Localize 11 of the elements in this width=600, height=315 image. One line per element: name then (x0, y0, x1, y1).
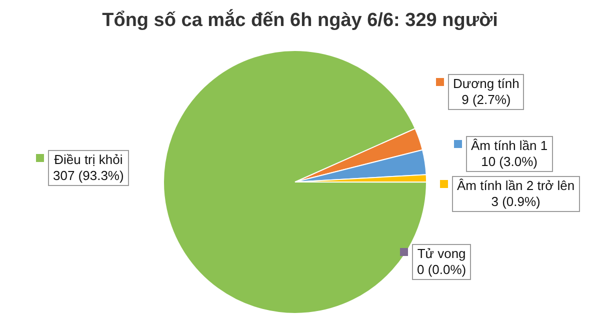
text: 0 (0.0%) (417, 262, 466, 277)
legend-label: Điều trị khỏi (53, 152, 124, 168)
data-label: 10 (3.0%) (480, 154, 538, 170)
data-label: 3 (0.9%) (490, 194, 542, 210)
legend-label: Âm tính lần 2 trở lên (457, 178, 575, 194)
chart-title: Tổng số ca mắc đến 6h ngày 6/6: 329 người (101, 10, 499, 32)
data-label: 9 (2.7%) (460, 92, 512, 108)
data-label: 307 (93.3%) (53, 168, 124, 184)
legend-label: Dương tính (453, 76, 520, 92)
legend-label: Âm tính lần 1 (471, 138, 548, 154)
legend-label: Tử vong (417, 246, 466, 262)
